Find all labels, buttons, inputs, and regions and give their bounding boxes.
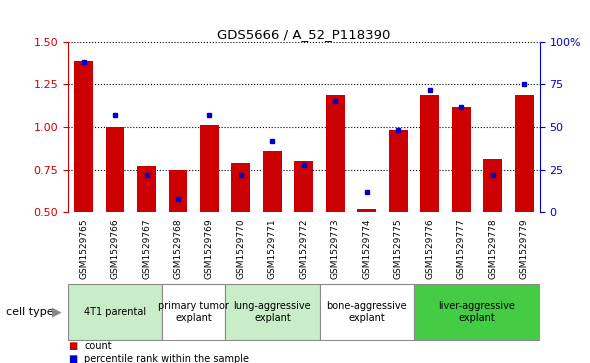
Text: GSM1529778: GSM1529778 [488,218,497,279]
Bar [414,284,540,340]
Text: GSM1529767: GSM1529767 [142,218,151,279]
Text: lung-aggressive
explant: lung-aggressive explant [234,301,311,323]
Bar [169,170,188,298]
Bar [162,284,225,340]
Text: GSM1529766: GSM1529766 [110,218,120,279]
Bar [452,107,471,298]
Text: GSM1529772: GSM1529772 [299,218,309,278]
Text: liver-aggressive
explant: liver-aggressive explant [438,301,515,323]
Text: ▶: ▶ [53,306,62,319]
Text: GSM1529771: GSM1529771 [268,218,277,279]
Text: GSM1529765: GSM1529765 [79,218,88,279]
Title: GDS5666 / A_52_P118390: GDS5666 / A_52_P118390 [217,28,391,41]
Text: 4T1 parental: 4T1 parental [84,307,146,317]
Bar [137,166,156,298]
Text: primary tumor
explant: primary tumor explant [158,301,229,323]
Bar [231,163,250,298]
Bar [68,284,162,340]
Bar [106,127,124,298]
Bar [358,209,376,298]
Bar [514,95,533,298]
Bar [263,151,282,298]
Text: ■: ■ [68,354,77,363]
Text: percentile rank within the sample: percentile rank within the sample [84,354,250,363]
Bar [389,130,408,298]
Bar [420,95,439,298]
Text: GSM1529777: GSM1529777 [457,218,466,279]
Bar [200,125,219,298]
Text: GSM1529768: GSM1529768 [173,218,182,279]
Text: GSM1529774: GSM1529774 [362,218,371,278]
Text: GSM1529775: GSM1529775 [394,218,403,279]
Bar [483,159,502,298]
Bar [326,95,345,298]
Bar [320,284,414,340]
Text: ■: ■ [68,340,77,351]
Text: GSM1529773: GSM1529773 [331,218,340,279]
Text: GSM1529776: GSM1529776 [425,218,434,279]
Text: GSM1529769: GSM1529769 [205,218,214,279]
Text: count: count [84,340,112,351]
Bar [294,161,313,298]
Text: GSM1529779: GSM1529779 [520,218,529,279]
Bar [225,284,320,340]
Text: GSM1529770: GSM1529770 [237,218,245,279]
Text: bone-aggressive
explant: bone-aggressive explant [326,301,407,323]
Bar [74,61,93,298]
Text: cell type: cell type [6,307,54,317]
